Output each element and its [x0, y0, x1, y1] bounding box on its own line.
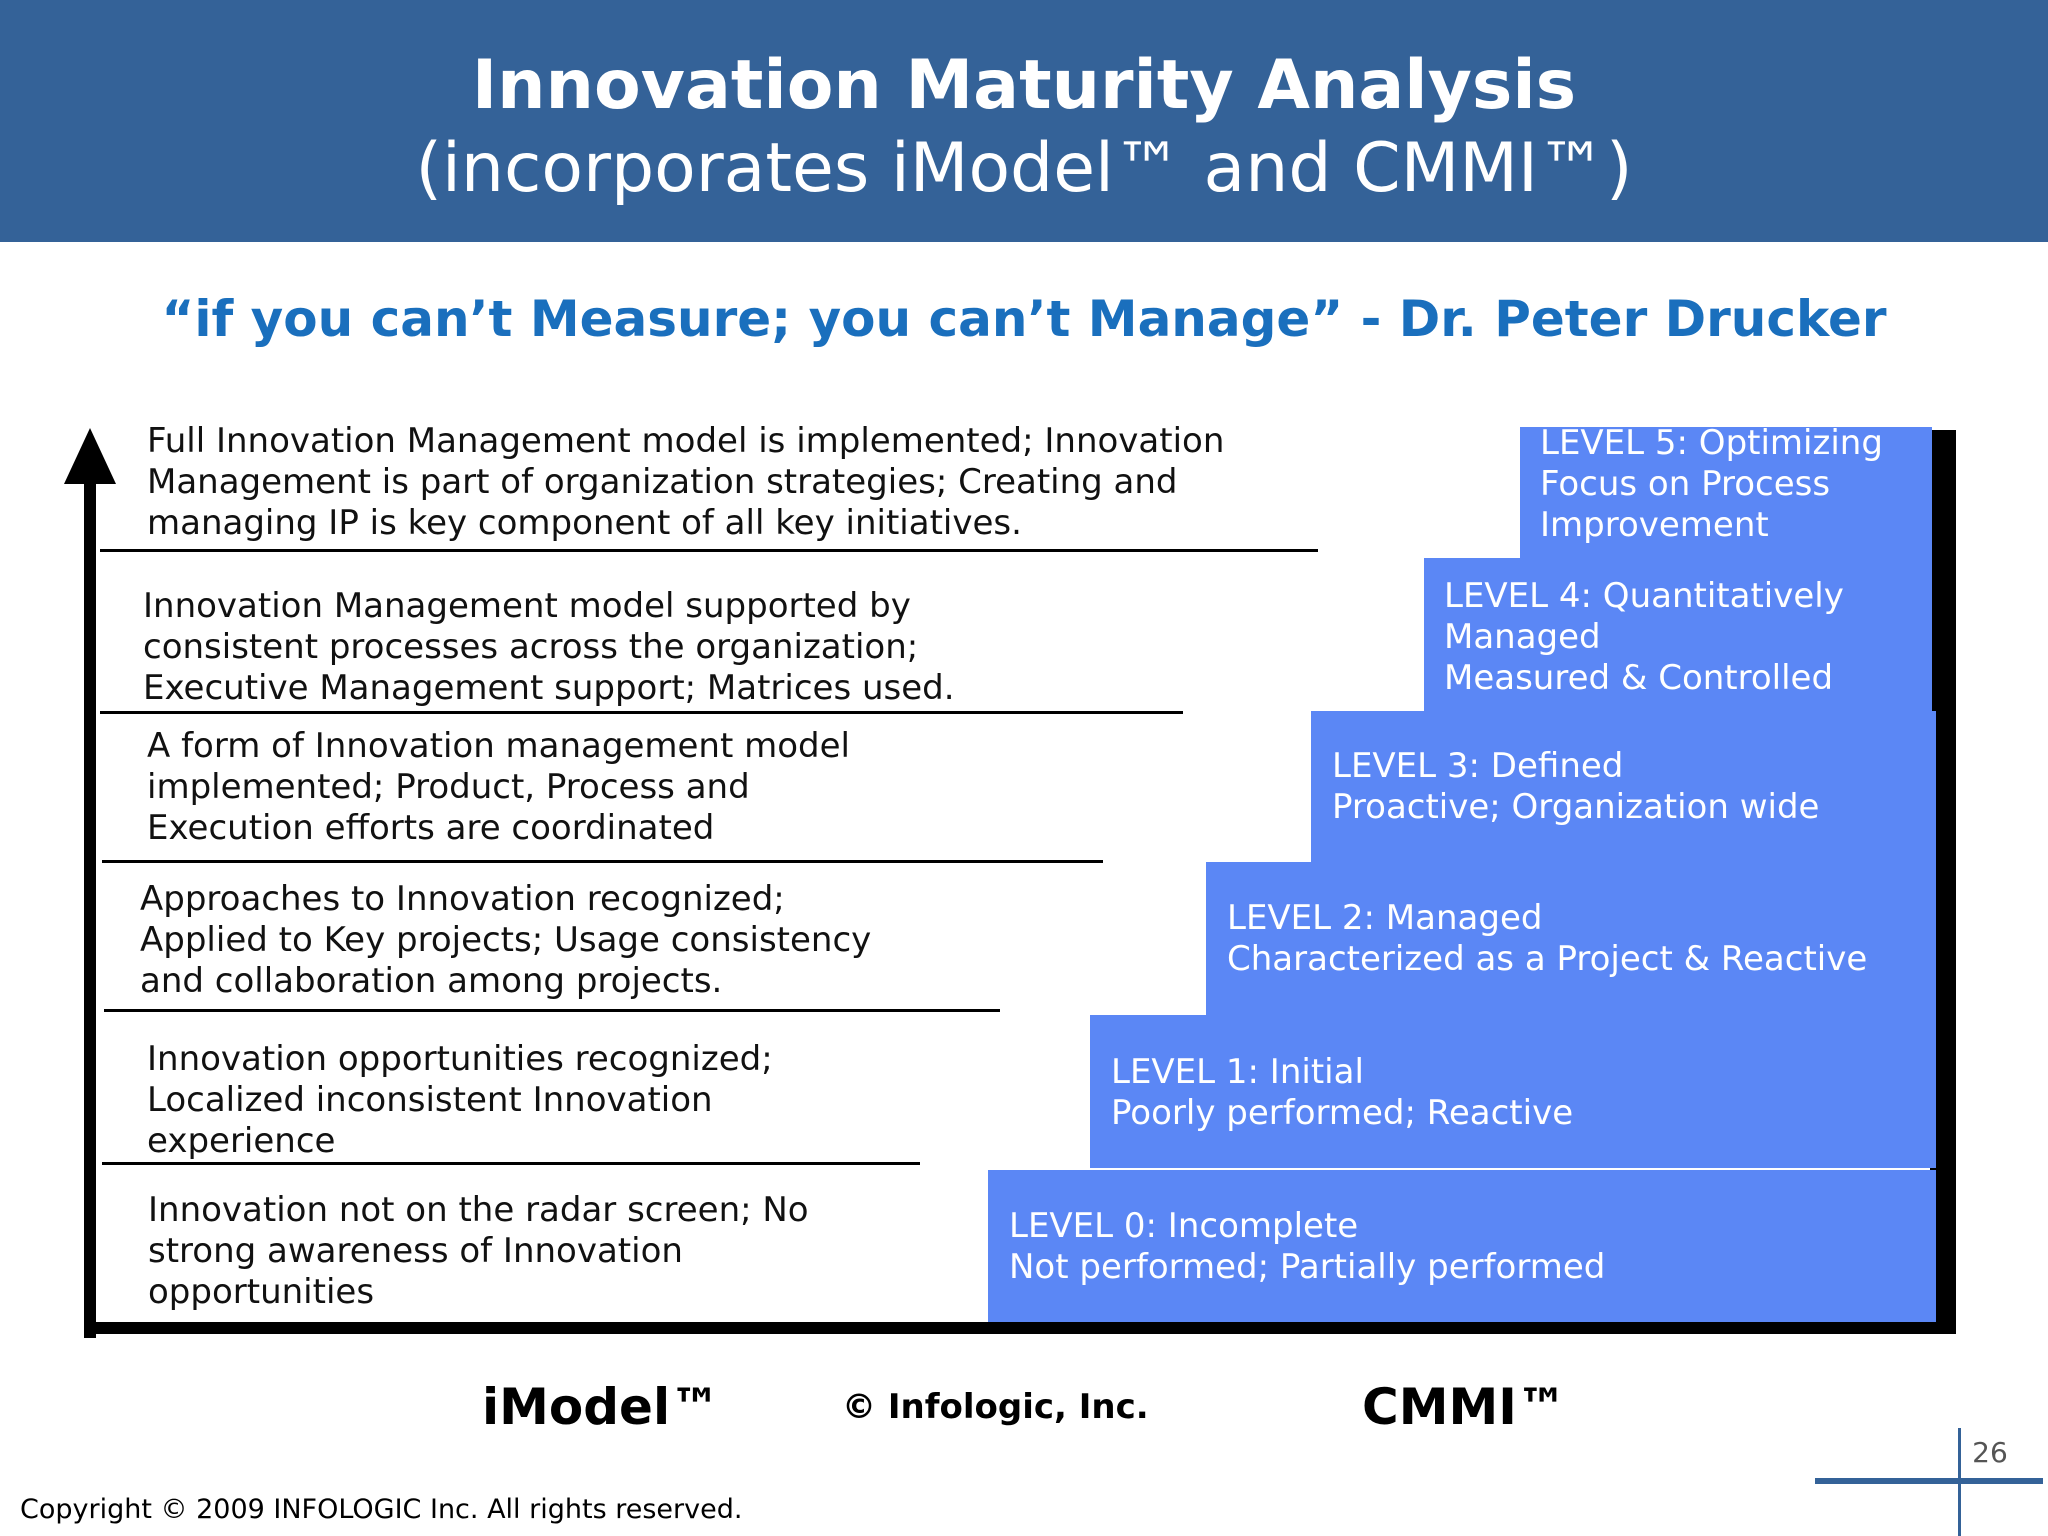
separator-line	[104, 1009, 1000, 1012]
imodel-level-3-description: A form of Innovation management model im…	[147, 726, 850, 848]
imodel-label: iModel™	[482, 1378, 721, 1436]
cmmi-step-level-1	[1090, 1015, 1936, 1168]
infologic-label: © Infologic, Inc.	[842, 1387, 1149, 1427]
imodel-level-1-description: Innovation opportunities recognized; Loc…	[147, 1039, 773, 1161]
separator-line	[100, 711, 1183, 714]
corner-horizontal-line	[1815, 1478, 2043, 1484]
cmmi-step-level-4	[1424, 558, 1932, 711]
imodel-level-0-description: Innovation not on the radar screen; No s…	[148, 1190, 809, 1312]
separator-line	[100, 549, 1318, 552]
separator-line	[102, 1162, 920, 1165]
imodel-level-4-description: Innovation Management model supported by…	[143, 586, 955, 708]
title-band: Innovation Maturity Analysis (incorporat…	[0, 0, 2048, 242]
copyright-notice: Copyright © 2009 INFOLOGIC Inc. All righ…	[20, 1494, 743, 1525]
cmmi-step-level-3	[1311, 711, 1936, 863]
cmmi-level-1-label: LEVEL 1: Initial Poorly performed; React…	[1111, 1052, 1574, 1133]
imodel-level-5-description: Full Innovation Management model is impl…	[147, 421, 1225, 543]
imodel-level-2-description: Approaches to Innovation recognized; App…	[140, 879, 872, 1001]
cmmi-level-4-label: LEVEL 4: Quantitatively Managed Measured…	[1444, 576, 1844, 698]
horizontal-axis	[88, 1322, 1956, 1334]
cmmi-step-level-5	[1520, 427, 1932, 558]
drucker-quote: “if you can’t Measure; you can’t Manage”…	[161, 290, 1887, 348]
cmmi-level-3-label: LEVEL 3: Defined Proactive; Organization…	[1332, 746, 1820, 827]
corner-vertical-line	[1958, 1428, 1961, 1536]
vertical-axis	[84, 478, 96, 1338]
cmmi-level-2-label: LEVEL 2: Managed Characterized as a Proj…	[1227, 898, 1868, 979]
cmmi-step-level-2	[1206, 862, 1936, 1015]
up-arrow-icon	[64, 428, 116, 484]
slide-title: Innovation Maturity Analysis	[471, 46, 1577, 125]
cmmi-step-level-0	[988, 1170, 1936, 1322]
separator-line	[102, 860, 1103, 863]
cmmi-label: CMMI™	[1362, 1378, 1567, 1436]
cmmi-level-0-label: LEVEL 0: Incomplete Not performed; Parti…	[1009, 1206, 1606, 1287]
cmmi-level-5-label: LEVEL 5: Optimizing Focus on Process Imp…	[1540, 423, 1883, 545]
page-number: 26	[1972, 1436, 2008, 1469]
slide-subtitle: (incorporates iModel™ and CMMI™)	[415, 129, 1633, 208]
